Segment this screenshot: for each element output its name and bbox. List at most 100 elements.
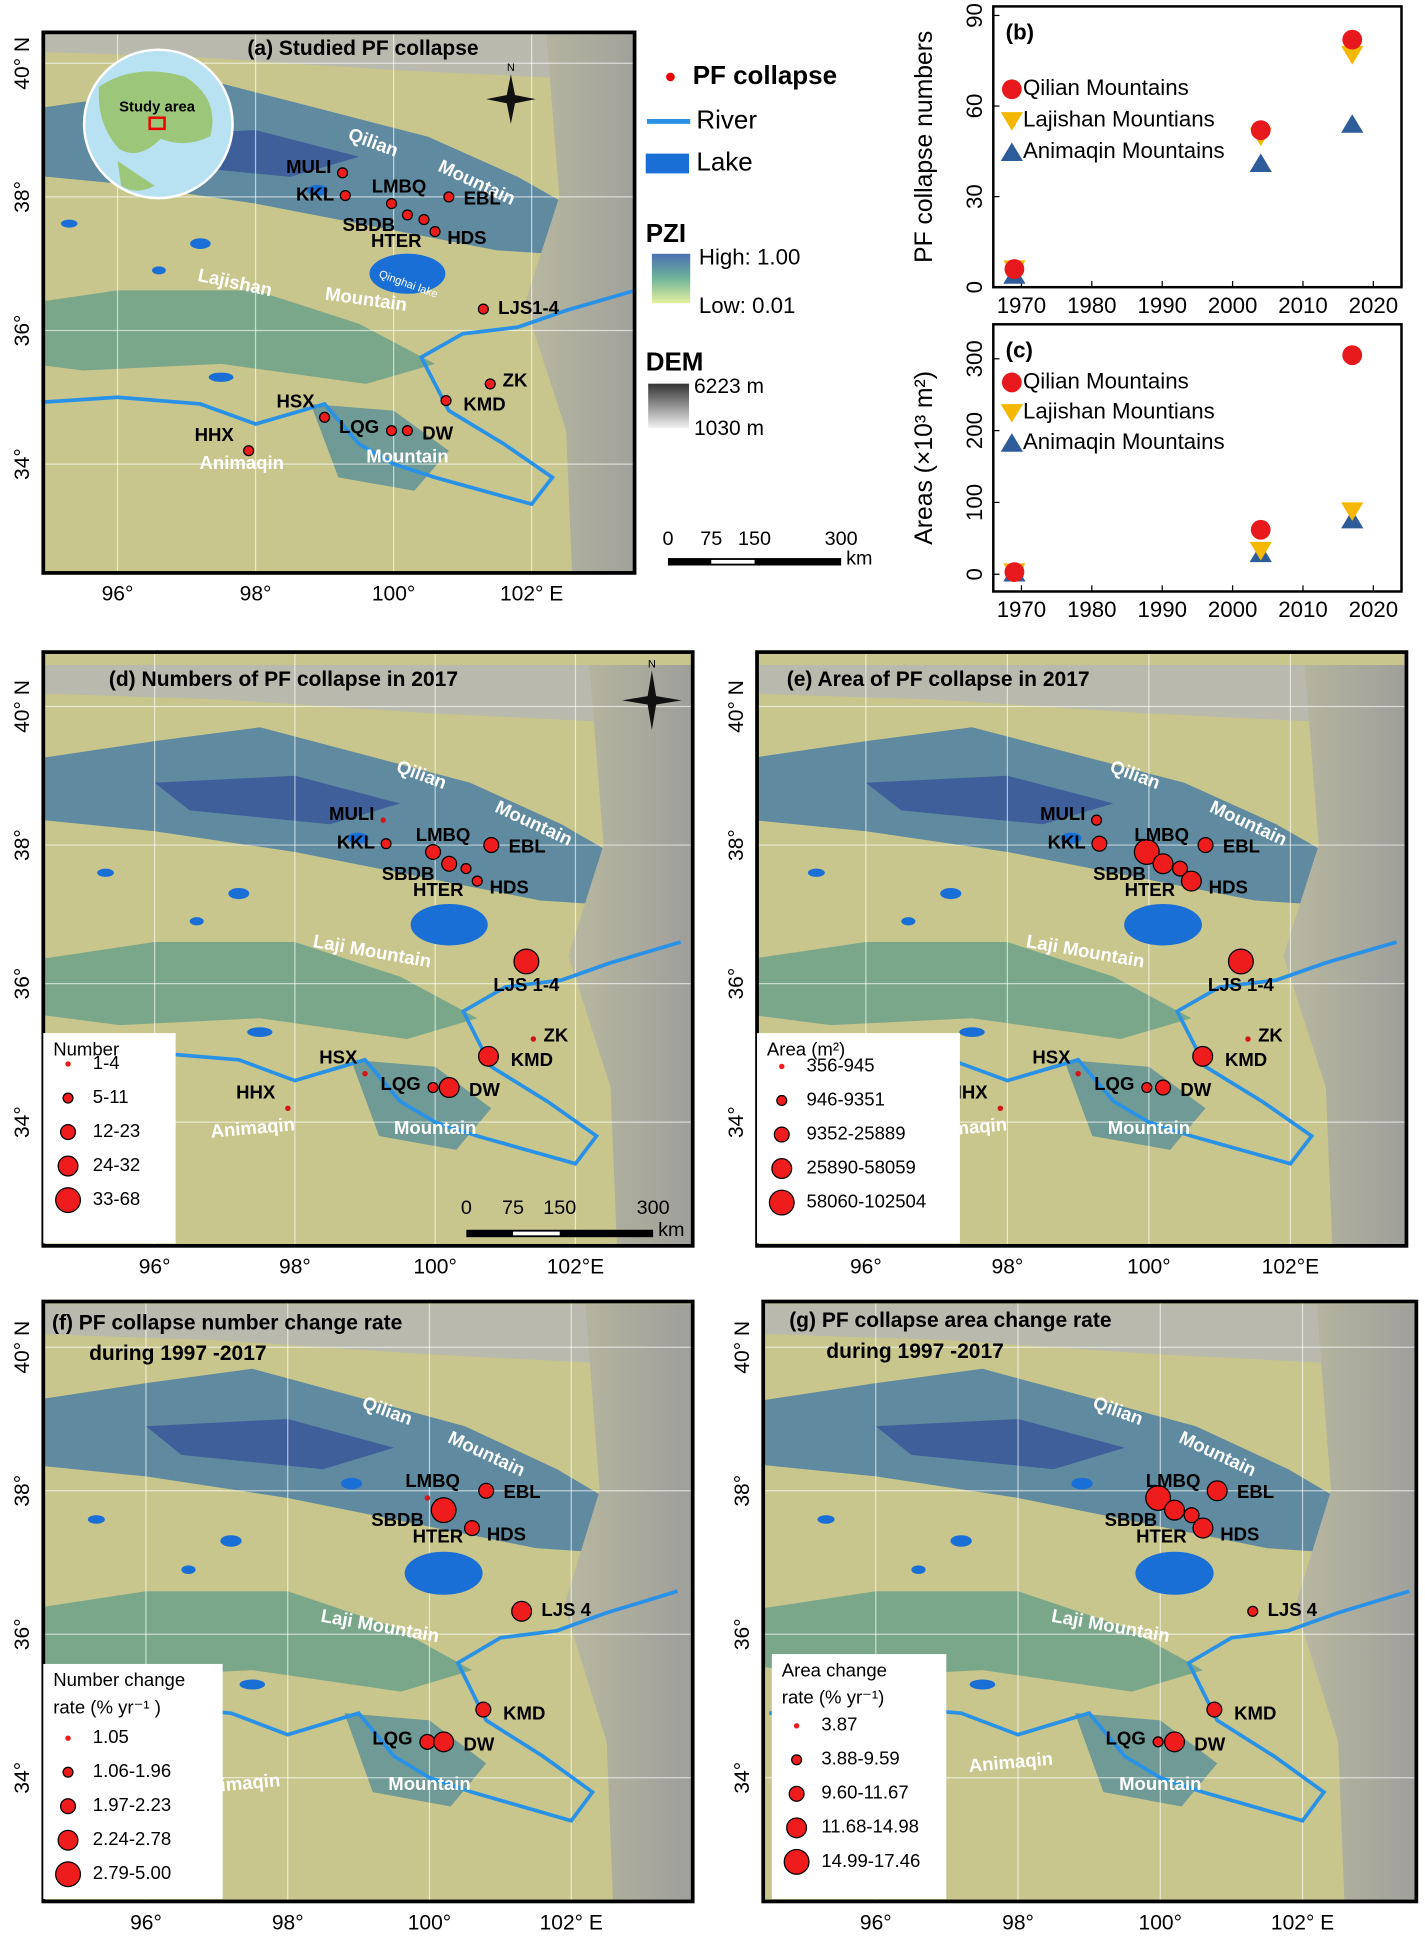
site-label: LMBQ xyxy=(405,1470,460,1491)
lake xyxy=(369,253,446,294)
map-frame xyxy=(755,650,1409,1248)
dem-ramp xyxy=(648,383,689,429)
terrain-qilian-high xyxy=(145,1419,395,1470)
lake xyxy=(940,888,962,900)
lake xyxy=(1060,832,1082,844)
legend-label: Low: 0.01 xyxy=(699,293,796,318)
site-label: HDS xyxy=(1220,1523,1259,1544)
terrain-south xyxy=(43,290,436,384)
map-title: (f) PF collapse number change rate xyxy=(52,1311,402,1334)
pf-collapse-site xyxy=(1163,1731,1186,1753)
marker xyxy=(1342,29,1363,50)
lake xyxy=(911,1565,926,1574)
y-tick-label: 0 xyxy=(962,568,987,580)
terrain-qilian-high xyxy=(865,775,1114,825)
terrain-east xyxy=(524,32,635,573)
legend-title: DEM xyxy=(646,347,704,377)
pf-collapse-site xyxy=(443,191,455,203)
chart-title: (c) xyxy=(1006,337,1033,362)
marker xyxy=(1341,502,1364,521)
lon-tick-label: 100° xyxy=(372,583,415,606)
pf-collapse-site xyxy=(1091,835,1108,852)
site-label: DW xyxy=(463,1733,494,1754)
lon-tick-label: 100° xyxy=(1139,1911,1182,1934)
lake xyxy=(410,903,488,946)
legend-symbol xyxy=(793,1723,800,1729)
pf-collapse-site xyxy=(1133,839,1160,865)
legend-label: 33-68 xyxy=(93,1188,140,1209)
pf-collapse-site xyxy=(484,378,496,390)
legend-symbol xyxy=(1000,142,1023,162)
scale-bar xyxy=(711,559,755,564)
x-tick-label: 1970 xyxy=(997,293,1047,318)
lat-tick-label: 34° xyxy=(11,1762,34,1794)
legend-label: Qilian Mountains xyxy=(1023,75,1189,100)
lat-tick-label: 34° xyxy=(725,1106,748,1138)
pf-collapse-site xyxy=(336,167,349,179)
x-tick-label: 2000 xyxy=(1208,293,1258,318)
pf-collapse-site xyxy=(385,198,398,210)
y-tick-label: 90 xyxy=(962,3,987,28)
marker xyxy=(1250,519,1271,540)
legend-symbol xyxy=(1000,404,1023,423)
marker xyxy=(1341,114,1364,133)
legend-label: Qilian Mountains xyxy=(1023,368,1189,393)
legend-label: 25890-58059 xyxy=(807,1156,916,1177)
y-tick-label: 30 xyxy=(962,184,987,209)
site-label: LMBQ xyxy=(1146,1470,1201,1491)
site-label: HHX xyxy=(236,1081,276,1102)
lon-tick-label: 102°E xyxy=(547,1256,605,1279)
legend-label: 12-23 xyxy=(93,1120,140,1141)
pf-collapse-site xyxy=(1155,1079,1172,1096)
site-label: HTER xyxy=(1125,879,1176,900)
study-area-box xyxy=(148,116,166,131)
site-label: MULI xyxy=(286,156,331,177)
pf-collapse-site xyxy=(1141,1081,1153,1094)
region-label: Animaqin xyxy=(200,452,284,473)
site-label: LJS 4 xyxy=(1268,1599,1318,1620)
x-tick-label: 2010 xyxy=(1278,597,1328,622)
scale-label: 0 xyxy=(662,528,673,550)
site-label: KMD xyxy=(511,1049,553,1070)
pf-collapse-site xyxy=(425,843,442,861)
legend-label: 1030 m xyxy=(694,417,764,440)
pf-collapse-site xyxy=(418,214,430,226)
lon-tick-label: 100° xyxy=(413,1256,456,1279)
scale-unit: km xyxy=(846,548,872,570)
pzi-ramp xyxy=(651,253,691,304)
map-panel xyxy=(43,32,635,573)
site-label: LQG xyxy=(339,416,379,437)
site-label: HTER xyxy=(413,1525,464,1546)
pf-collapse-site xyxy=(1163,1499,1186,1521)
legend-label: 356-945 xyxy=(807,1054,875,1075)
pf-collapse-site xyxy=(463,1520,481,1537)
lake xyxy=(950,1535,972,1547)
lat-tick-label: 38° xyxy=(11,181,34,213)
legend-symbol xyxy=(1001,372,1022,393)
terrain-north xyxy=(763,1304,1417,1368)
legend-label: 2.79-5.00 xyxy=(93,1862,171,1883)
lon-tick-label: 102° E xyxy=(500,583,563,606)
site-label: SBDB xyxy=(371,1509,424,1530)
legend-label: 3.88-9.59 xyxy=(821,1748,899,1769)
pf-collapse-site xyxy=(380,838,392,850)
site-label: LQG xyxy=(1094,1073,1134,1094)
site-label: LQG xyxy=(372,1727,412,1748)
lake xyxy=(901,917,916,926)
lake xyxy=(220,1535,242,1547)
map-frame xyxy=(41,30,637,575)
legend-symbol xyxy=(57,1155,79,1177)
site-label: DW xyxy=(422,422,453,443)
pf-collapse-site xyxy=(471,875,483,887)
legend-symbol xyxy=(57,1829,79,1851)
legend-label: Animaqin Mountains xyxy=(1023,429,1225,454)
x-tick-label: 1980 xyxy=(1067,597,1117,622)
y-tick-label: 0 xyxy=(962,281,987,293)
marker xyxy=(1004,259,1025,279)
site-label: LMBQ xyxy=(1134,824,1189,845)
scale-label: 300 xyxy=(637,1197,670,1219)
x-tick-label: 2000 xyxy=(1208,597,1258,622)
map-panel xyxy=(763,1301,1417,1902)
legend-symbol xyxy=(791,1754,803,1766)
north-label: N xyxy=(648,658,656,670)
